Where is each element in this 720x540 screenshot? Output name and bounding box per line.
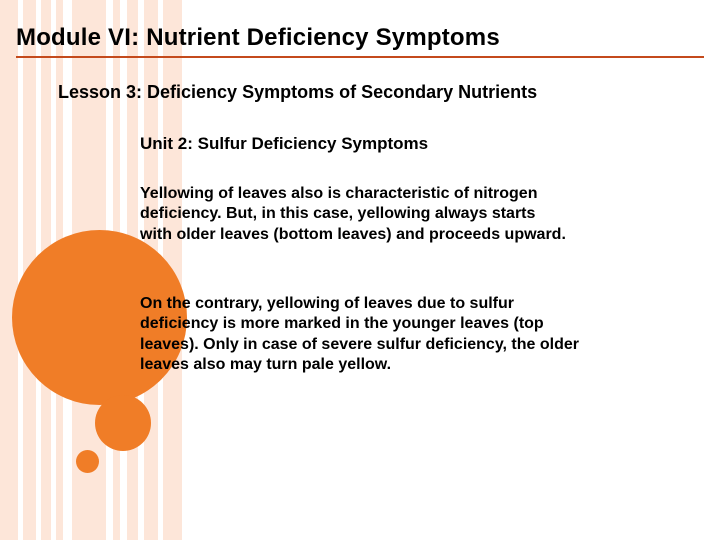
unit-title: Unit 2: Sulfur Deficiency Symptoms — [140, 134, 428, 154]
title-underline — [16, 56, 704, 58]
body-paragraph-1: Yellowing of leaves also is characterist… — [140, 184, 570, 245]
decor-circle-small-icon — [76, 450, 99, 473]
slide: Module VI: Nutrient Deficiency Symptoms … — [0, 0, 720, 540]
module-title: Module VI: Nutrient Deficiency Symptoms — [16, 24, 500, 52]
bg-stripe — [0, 0, 18, 540]
body-paragraph-2: On the contrary, yellowing of leaves due… — [140, 294, 590, 376]
decor-circle-medium-icon — [95, 395, 151, 451]
lesson-title: Lesson 3: Deficiency Symptoms of Seconda… — [58, 82, 537, 103]
